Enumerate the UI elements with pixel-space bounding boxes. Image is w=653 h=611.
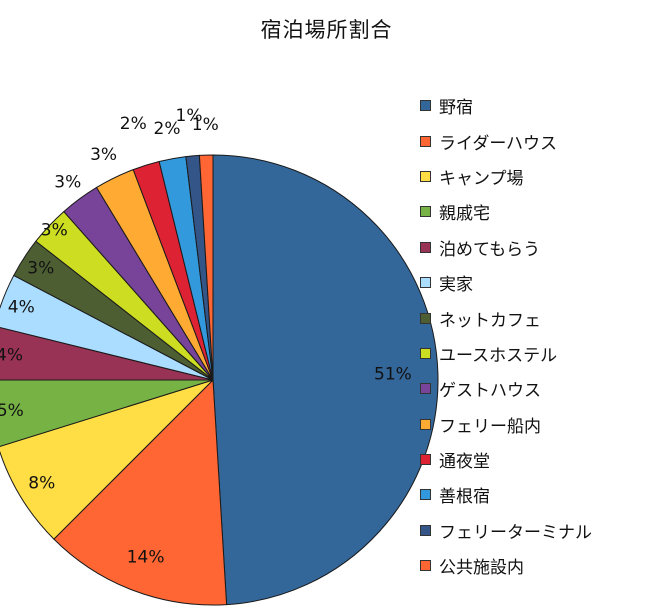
legend-swatch bbox=[420, 454, 431, 466]
legend-label: 公共施設内 bbox=[439, 558, 524, 579]
legend-swatch bbox=[420, 489, 431, 501]
data-label: 5% bbox=[0, 401, 24, 421]
legend-item: ユースホステル bbox=[420, 336, 592, 371]
legend-label: キャンプ場 bbox=[439, 168, 524, 189]
legend-item: ライダーハウス bbox=[420, 123, 592, 158]
legend-label: ゲストハウス bbox=[439, 381, 541, 402]
legend-item: 親戚宅 bbox=[420, 194, 592, 229]
legend-swatch bbox=[420, 100, 431, 112]
legend-swatch bbox=[420, 347, 431, 359]
legend-swatch bbox=[420, 277, 431, 289]
pie-slice bbox=[53, 378, 228, 606]
legend-label: 野宿 bbox=[439, 98, 473, 119]
data-label: 51% bbox=[374, 365, 412, 385]
legend-swatch bbox=[420, 383, 431, 395]
pie-slice bbox=[212, 154, 439, 606]
legend-label: 実家 bbox=[439, 275, 473, 296]
legend-label: ライダーハウス bbox=[439, 133, 557, 154]
data-label: 3% bbox=[27, 259, 54, 279]
data-label: 1% bbox=[176, 106, 203, 126]
legend-swatch bbox=[420, 135, 431, 147]
chart-title: 宿泊場所割合 bbox=[260, 18, 393, 42]
legend-item: 泊めてもらう bbox=[420, 230, 592, 265]
legend-label: 泊めてもらう bbox=[439, 239, 541, 260]
data-label: 14% bbox=[127, 548, 165, 568]
legend-label: フェリーターミナル bbox=[439, 522, 592, 543]
legend-label: フェリー船内 bbox=[439, 416, 541, 437]
data-label: 8% bbox=[28, 474, 55, 494]
legend-label: 善根宿 bbox=[439, 487, 490, 508]
legend-item: 通夜堂 bbox=[420, 442, 592, 477]
legend-item: フェリーターミナル bbox=[420, 513, 592, 548]
legend: 野宿ライダーハウス キャンプ場親戚宅泊めてもらう 実家ネットカフェ ユースホステル ゲス… bbox=[420, 88, 592, 583]
legend-swatch bbox=[420, 418, 431, 430]
legend-item: フェリー船内 bbox=[420, 407, 592, 442]
legend-label: ネットカフェ bbox=[439, 310, 541, 331]
legend-item: ネットカフェ bbox=[420, 300, 592, 335]
data-label: 2% bbox=[120, 114, 147, 134]
legend-item: 実家 bbox=[420, 265, 592, 300]
pie-slice bbox=[0, 379, 214, 447]
legend-swatch bbox=[420, 560, 431, 572]
legend-swatch bbox=[420, 312, 431, 324]
data-label: 3% bbox=[54, 173, 81, 193]
legend-item: 公共施設内 bbox=[420, 548, 592, 583]
legend-swatch bbox=[420, 206, 431, 218]
legend-label: 親戚宅 bbox=[439, 204, 490, 225]
legend-item: 善根宿 bbox=[420, 477, 592, 512]
legend-label: ユースホステル bbox=[439, 345, 558, 366]
data-label: 4% bbox=[0, 345, 23, 365]
data-label: 3% bbox=[90, 145, 117, 165]
data-label: 3% bbox=[41, 221, 68, 241]
pie-slice bbox=[0, 379, 214, 540]
pie-slice bbox=[198, 154, 214, 381]
legend-swatch bbox=[420, 524, 431, 536]
legend-item: ゲストハウス bbox=[420, 371, 592, 406]
legend-label: 通夜堂 bbox=[439, 452, 490, 473]
data-label: 2% bbox=[154, 119, 181, 139]
legend-item: キャンプ場 bbox=[420, 159, 592, 194]
legend-swatch bbox=[420, 170, 431, 182]
legend-item: 野宿 bbox=[420, 88, 592, 123]
data-label: 1% bbox=[192, 115, 219, 135]
data-label: 4% bbox=[8, 297, 35, 317]
legend-swatch bbox=[420, 241, 431, 253]
